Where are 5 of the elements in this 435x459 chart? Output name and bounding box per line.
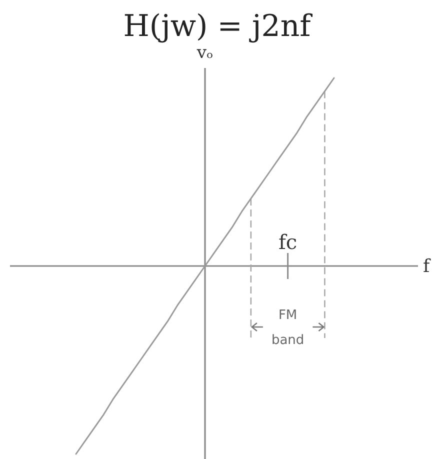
annotation: fc — [278, 230, 298, 254]
x-axis-title: f — [423, 256, 431, 277]
chart-title: H(jw) = j2nf — [123, 9, 313, 44]
annotation: FM band — [271, 308, 304, 348]
y-axis-title: vₒ — [196, 43, 214, 63]
